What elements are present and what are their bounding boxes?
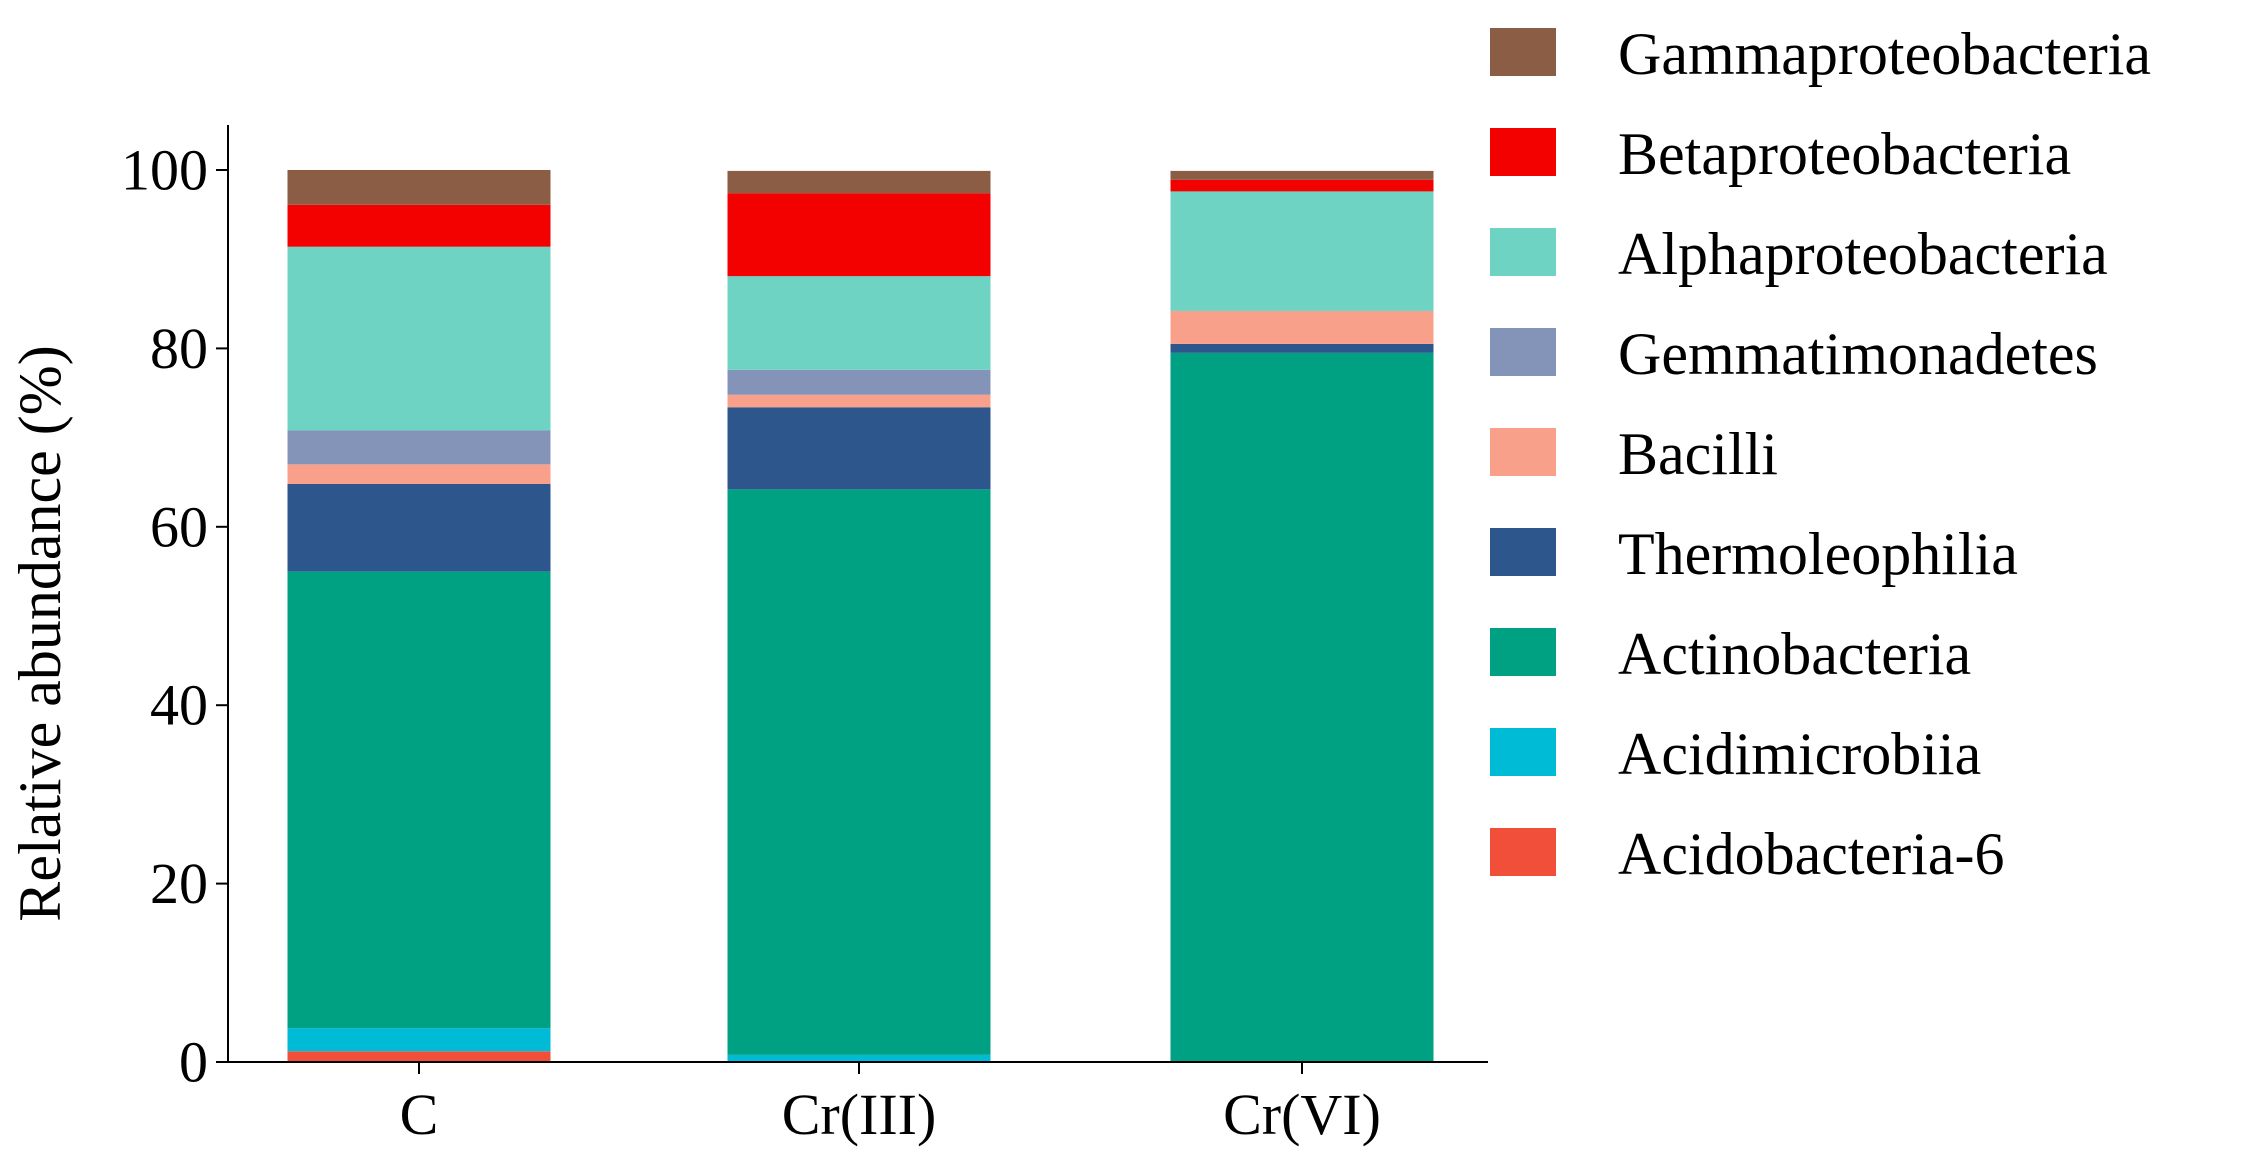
legend-label: Gammaproteobacteria bbox=[1618, 21, 2151, 87]
bar-stack-cr-vi bbox=[1170, 170, 1434, 1062]
legend-swatch bbox=[1490, 128, 1556, 176]
y-axis-title: Relative abundance (%) bbox=[7, 345, 73, 921]
x-tick-label: Cr(III) bbox=[782, 1082, 937, 1147]
bar-c-gammaproteobacteria bbox=[287, 170, 551, 205]
bar-c-actinobacteria bbox=[287, 571, 551, 1029]
bar-cr-vi-bacilli bbox=[1170, 310, 1434, 344]
y-tick-label: 0 bbox=[179, 1030, 208, 1095]
bar-c-betaproteobacteria bbox=[287, 204, 551, 247]
legend-swatch bbox=[1490, 528, 1556, 576]
y-tick-label: 60 bbox=[150, 494, 208, 559]
bar-c-thermoleophilia bbox=[287, 483, 551, 572]
bar-stack-cr-iii bbox=[727, 170, 991, 1062]
legend-item-thermoleophilia: Thermoleophilia bbox=[1490, 521, 2018, 587]
legend-item-acidimicrobiia: Acidimicrobiia bbox=[1490, 721, 1981, 787]
legend-item-bacilli: Bacilli bbox=[1490, 421, 1778, 487]
y-tick-label: 40 bbox=[150, 673, 208, 738]
bar-cr-vi-gammaproteobacteria bbox=[1170, 170, 1434, 180]
legend-swatch bbox=[1490, 228, 1556, 276]
legend-item-betaproteobacteria: Betaproteobacteria bbox=[1490, 121, 2071, 187]
bar-cr-iii-bacilli bbox=[727, 394, 991, 408]
axes-layer: 0 20 40 60 80 100 C Cr(III) Cr(VI) Relative abund… bbox=[7, 125, 1488, 1147]
legend-swatch bbox=[1490, 828, 1556, 876]
bar-cr-iii-thermoleophilia bbox=[727, 407, 991, 490]
legend-swatch bbox=[1490, 28, 1556, 76]
bars-layer bbox=[287, 170, 1434, 1062]
bar-cr-iii-gemmatimonadetes bbox=[727, 369, 991, 395]
legend-label: Alphaproteobacteria bbox=[1618, 221, 2108, 287]
bar-cr-iii-gammaproteobacteria bbox=[727, 170, 991, 194]
bar-cr-iii-alphaproteobacteria bbox=[727, 276, 991, 370]
legend-item-acidobacteria-6: Acidobacteria-6 bbox=[1490, 821, 2004, 887]
bar-cr-iii-acidimicrobiia bbox=[727, 1054, 991, 1062]
bar-cr-iii-actinobacteria bbox=[727, 489, 991, 1055]
legend-label: Actinobacteria bbox=[1618, 621, 1971, 687]
bar-c-acidobacteria-6 bbox=[287, 1051, 551, 1062]
y-tick-label: 20 bbox=[150, 851, 208, 916]
legend: Gammaproteobacteria Betaproteobacteria Alp… bbox=[1490, 21, 2151, 887]
legend-label: Bacilli bbox=[1618, 421, 1778, 487]
legend-item-actinobacteria: Actinobacteria bbox=[1490, 621, 1971, 687]
x-tick-label: Cr(VI) bbox=[1223, 1082, 1381, 1147]
legend-label: Acidobacteria-6 bbox=[1618, 821, 2004, 887]
legend-label: Acidimicrobiia bbox=[1618, 721, 1981, 787]
legend-label: Betaproteobacteria bbox=[1618, 121, 2071, 187]
legend-label: Gemmatimonadetes bbox=[1618, 321, 2098, 387]
bar-cr-iii-betaproteobacteria bbox=[727, 193, 991, 277]
bar-stack-c bbox=[287, 170, 551, 1062]
y-tick-label: 100 bbox=[121, 138, 208, 203]
bar-cr-vi-actinobacteria bbox=[1170, 352, 1434, 1062]
bar-cr-vi-alphaproteobacteria bbox=[1170, 191, 1434, 311]
bar-c-alphaproteobacteria bbox=[287, 246, 551, 431]
bar-c-gemmatimonadetes bbox=[287, 430, 551, 465]
bar-cr-vi-thermoleophilia bbox=[1170, 343, 1434, 353]
bar-c-bacilli bbox=[287, 464, 551, 484]
legend-swatch bbox=[1490, 728, 1556, 776]
bar-c-acidimicrobiia bbox=[287, 1028, 551, 1052]
y-tick-label: 80 bbox=[150, 316, 208, 381]
legend-label: Thermoleophilia bbox=[1618, 521, 2018, 587]
legend-swatch bbox=[1490, 328, 1556, 376]
legend-swatch bbox=[1490, 628, 1556, 676]
x-tick-label: C bbox=[400, 1082, 439, 1147]
legend-swatch bbox=[1490, 428, 1556, 476]
legend-item-gammaproteobacteria: Gammaproteobacteria bbox=[1490, 21, 2151, 87]
bar-cr-vi-betaproteobacteria bbox=[1170, 179, 1434, 192]
legend-item-alphaproteobacteria: Alphaproteobacteria bbox=[1490, 221, 2108, 287]
legend-item-gemmatimonadetes: Gemmatimonadetes bbox=[1490, 321, 2098, 387]
